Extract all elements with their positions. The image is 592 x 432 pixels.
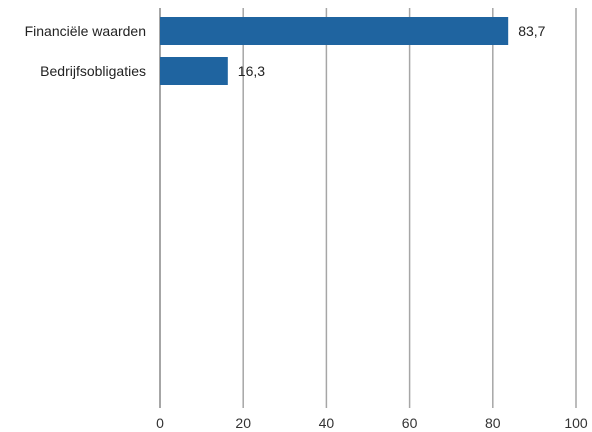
data-label: 83,7 — [518, 23, 545, 39]
bars — [160, 17, 509, 85]
category-labels: Financiële waarden Bedrijfsobligaties — [25, 23, 146, 79]
data-label: 16,3 — [238, 63, 265, 79]
category-label: Bedrijfsobligaties — [40, 63, 146, 79]
x-tick-label: 60 — [402, 415, 418, 431]
x-tick-label: 20 — [235, 415, 251, 431]
bar — [160, 17, 509, 45]
x-tick-label: 0 — [156, 415, 164, 431]
x-tick-label: 40 — [319, 415, 335, 431]
x-tick-label: 100 — [564, 415, 588, 431]
grid-lines — [159, 8, 577, 408]
bar — [160, 57, 228, 85]
x-tick-labels: 0 20 40 60 80 100 — [156, 415, 588, 431]
x-tick-label: 80 — [485, 415, 501, 431]
category-label: Financiële waarden — [25, 23, 146, 39]
data-labels: 83,7 16,3 — [238, 23, 546, 79]
